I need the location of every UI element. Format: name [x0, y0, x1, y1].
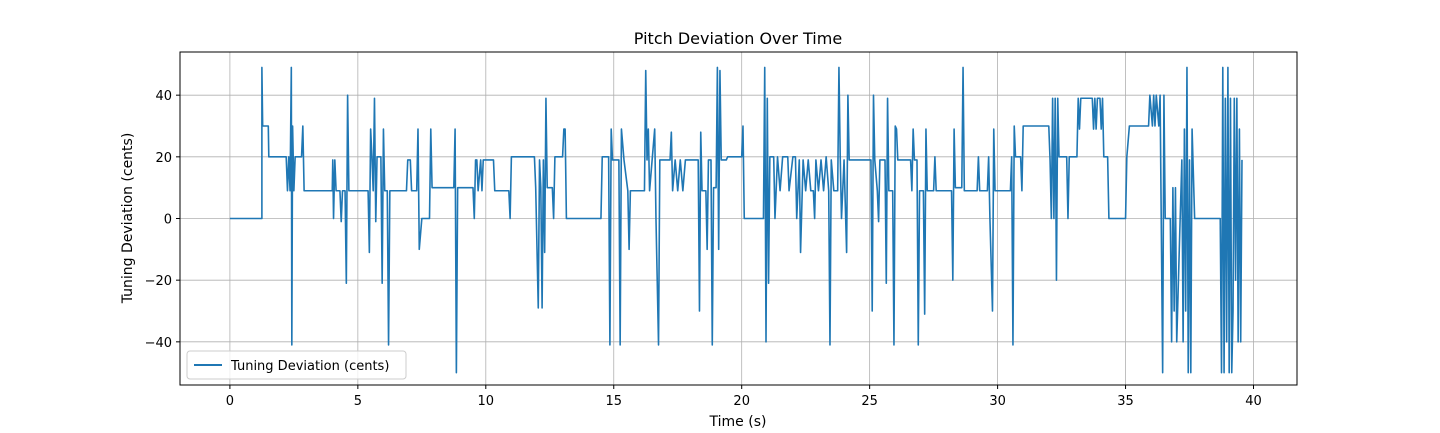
y-tick-label: 20 [155, 151, 172, 166]
x-tick-label: 35 [1117, 394, 1134, 409]
y-tick-label: −40 [145, 336, 172, 351]
y-tick-label: 40 [155, 89, 172, 104]
x-axis-label: Time (s) [709, 414, 767, 430]
x-tick-label: 25 [861, 394, 878, 409]
series-line-tuning-deviation [229, 66, 1243, 374]
x-tick-label: 5 [354, 394, 362, 409]
x-tick-label: 15 [605, 394, 622, 409]
axis-ticks: 0 5 10 15 20 25 30 35 40 −40 −20 0 20 40 [145, 89, 1262, 409]
x-tick-label: 30 [989, 394, 1006, 409]
y-axis-label: Tuning Deviation (cents) [120, 133, 136, 305]
legend-box [186, 350, 407, 380]
x-tick-label: 10 [478, 394, 495, 409]
x-tick-label: 0 [226, 394, 234, 409]
x-tick-label: 20 [733, 394, 750, 409]
x-tick-label: 40 [1245, 394, 1262, 409]
series-layer [229, 66, 1243, 374]
legend: Tuning Deviation (cents) [186, 350, 407, 380]
y-tick-label: 0 [164, 213, 172, 228]
grid-lines [180, 52, 1297, 385]
y-tick-label: −20 [145, 274, 172, 289]
chart-title: Pitch Deviation Over Time [634, 29, 842, 48]
legend-label: Tuning Deviation (cents) [230, 359, 389, 374]
